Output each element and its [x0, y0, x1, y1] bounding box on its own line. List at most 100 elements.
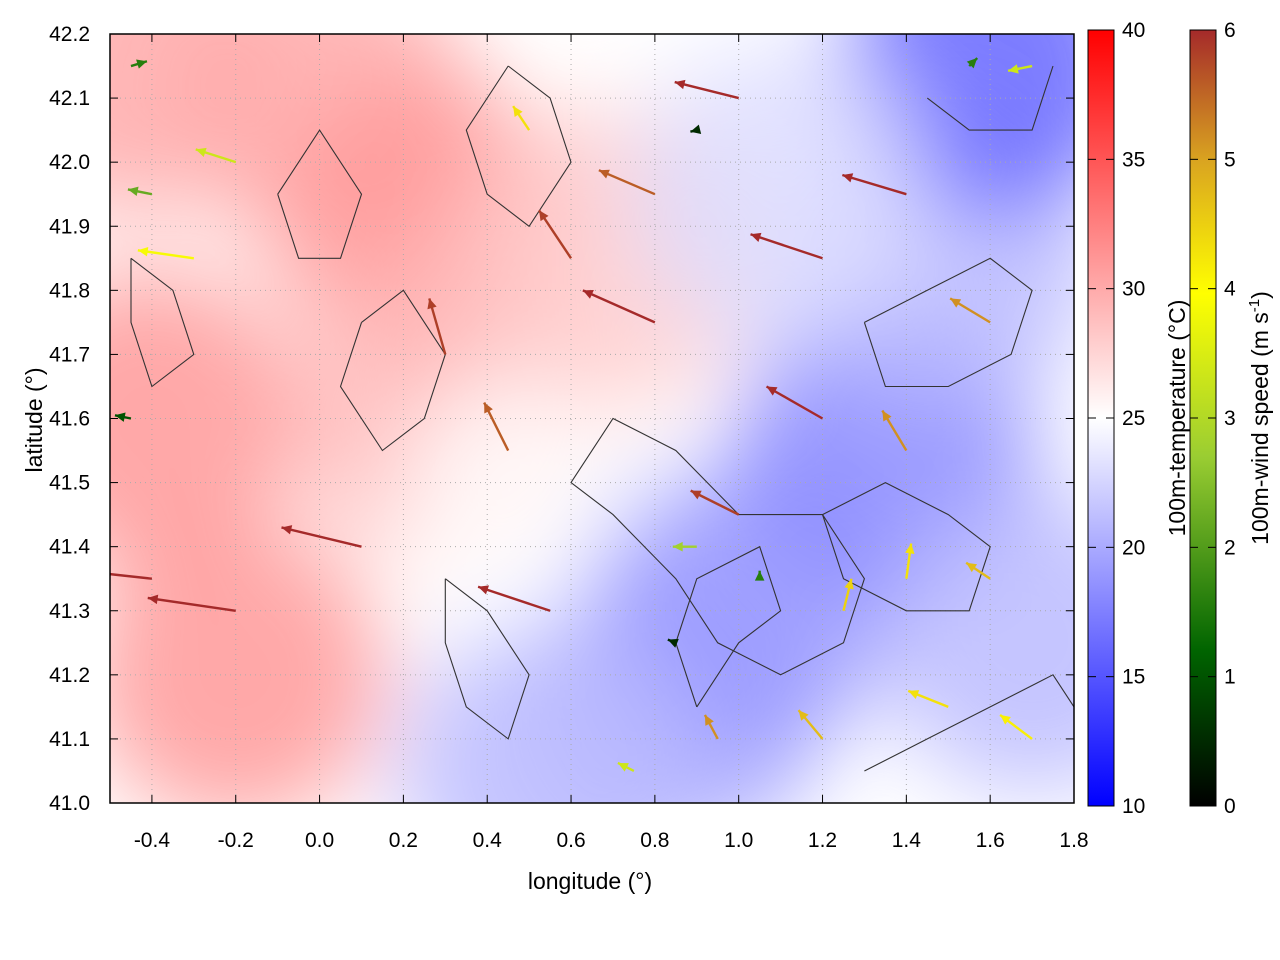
wind-vector [672, 541, 697, 552]
wind-vector [147, 594, 236, 612]
wind-vector-shaft [147, 596, 236, 612]
temperature-field [110, 34, 1074, 803]
wind-vector [842, 578, 854, 612]
temperature-colorbar-title: 100m-temperature (°C) [1164, 300, 1190, 537]
wind-vector-head [690, 124, 702, 134]
y-axis: 41.0 41.1 41.2 41.3 41.4 41.5 41.6 41.7 41.8 41.9… [49, 23, 1074, 815]
wind-vector-head [842, 173, 854, 183]
wind-vector-head [882, 410, 892, 422]
wind-vector [750, 232, 823, 260]
wind-vector-head [598, 169, 610, 179]
wind-speed-colorbar-title-main: 100m-wind speed (m s [1247, 312, 1273, 545]
terrain-contour [339, 289, 446, 452]
wind-vector [483, 402, 510, 452]
colorbar-tick-label: 6 [1224, 19, 1236, 42]
wind-vector-head [908, 690, 920, 699]
wind-vector [64, 565, 153, 580]
wind-vector [538, 209, 573, 259]
temperature-colorbar-ticks: 10 15 20 25 30 35 40 [1088, 19, 1145, 818]
grid-lines [110, 34, 1074, 803]
wind-vector [881, 409, 908, 452]
wind-speed-colorbar-title-end: ) [1247, 291, 1273, 299]
wind-vector-shaft [765, 385, 824, 420]
wind-speed-colorbar-title-exponent: -1 [1246, 299, 1263, 312]
wind-vector-head [64, 565, 74, 575]
y-tick-label: 41.7 [49, 343, 90, 366]
y-tick-label: 41.0 [49, 792, 90, 815]
wind-vector-head [667, 638, 679, 648]
wind-vector [842, 173, 907, 196]
wind-vector-shaft [674, 80, 739, 100]
temperature-field-cell [400, 621, 701, 803]
wind-vector [598, 169, 656, 196]
x-tick-label: -0.4 [134, 829, 171, 852]
y-tick-label: 41.6 [49, 408, 90, 431]
wind-vector-shaft [842, 173, 907, 196]
wind-vector-head [582, 290, 594, 299]
plot-area [64, 34, 1074, 803]
wind-vector [905, 543, 915, 579]
colorbar-tick-label: 0 [1224, 795, 1236, 818]
wind-vector [195, 147, 237, 164]
wind-vector-head [750, 232, 762, 242]
x-tick-label: 0.8 [640, 829, 669, 852]
wind-vector-shaft [281, 526, 362, 548]
wind-vector [765, 385, 824, 420]
wind-vector-head [950, 298, 962, 308]
wind-vector-head [844, 578, 854, 590]
colorbar-tick-label: 40 [1122, 19, 1145, 42]
colorbar-tick-label: 25 [1122, 407, 1145, 430]
x-axis: -0.4 -0.2 0.0 0.2 0.4 0.6 0.8 1.0 1.2 1.4 1.6 1.8 [134, 34, 1089, 852]
wind-vector [999, 713, 1033, 740]
y-tick-label: 42.0 [49, 151, 90, 174]
wind-vector-head [798, 710, 809, 721]
terrain-contour [926, 65, 1054, 131]
x-tick-label: 1.2 [808, 829, 837, 852]
wind-vector [907, 689, 949, 708]
wind-vector [114, 412, 132, 422]
colorbar-tick-label: 5 [1224, 148, 1236, 171]
wind-vector-shaft [582, 289, 656, 324]
wind-vector [130, 59, 148, 69]
wind-vector [690, 489, 740, 516]
colorbar-tick-label: 3 [1224, 407, 1236, 430]
wind-vector [137, 246, 194, 260]
x-tick-label: 0.2 [389, 829, 418, 852]
colorbar-tick-label: 20 [1122, 536, 1145, 559]
wind-speed-colorbar-ticks: 0 1 2 3 4 5 6 [1190, 19, 1236, 818]
wind-vector-head [195, 147, 207, 157]
wind-vector-head [674, 79, 686, 90]
wind-vector-head [114, 412, 126, 422]
colorbar-tick-label: 10 [1122, 795, 1145, 818]
x-tick-label: 1.6 [976, 829, 1005, 852]
y-tick-label: 41.1 [49, 728, 90, 751]
y-tick-label: 41.9 [49, 215, 90, 238]
terrain-contours [130, 65, 1074, 772]
wind-vector [966, 57, 979, 69]
x-tick-label: 1.0 [724, 829, 753, 852]
y-tick-label: 41.3 [49, 600, 90, 623]
wind-vector-head [754, 570, 765, 581]
terrain-contour [444, 578, 530, 740]
x-tick-label: 0.6 [556, 829, 585, 852]
wind-vector [667, 638, 679, 648]
terrain-contour [864, 674, 1074, 772]
wind-vector [690, 124, 702, 134]
wind-vector [965, 561, 991, 580]
wind-vector-head [137, 246, 149, 257]
y-tick-label: 41.8 [49, 279, 90, 302]
terrain-contour [130, 257, 195, 388]
x-tick-label: 0.0 [305, 829, 334, 852]
wind-vector [617, 761, 635, 773]
wind-vector-head [617, 762, 629, 772]
wind-vector-head [704, 714, 714, 726]
wind-vector-head [905, 543, 915, 554]
colorbar-tick-label: 4 [1224, 278, 1236, 301]
y-axis-title: latitude (°) [21, 367, 47, 472]
wind-vector-shaft [750, 233, 823, 260]
x-axis-title: longitude (°) [528, 868, 652, 894]
wind-vector-head [966, 562, 978, 573]
wind-vector-head [1000, 714, 1011, 725]
temperature-field-cell [630, 44, 931, 345]
